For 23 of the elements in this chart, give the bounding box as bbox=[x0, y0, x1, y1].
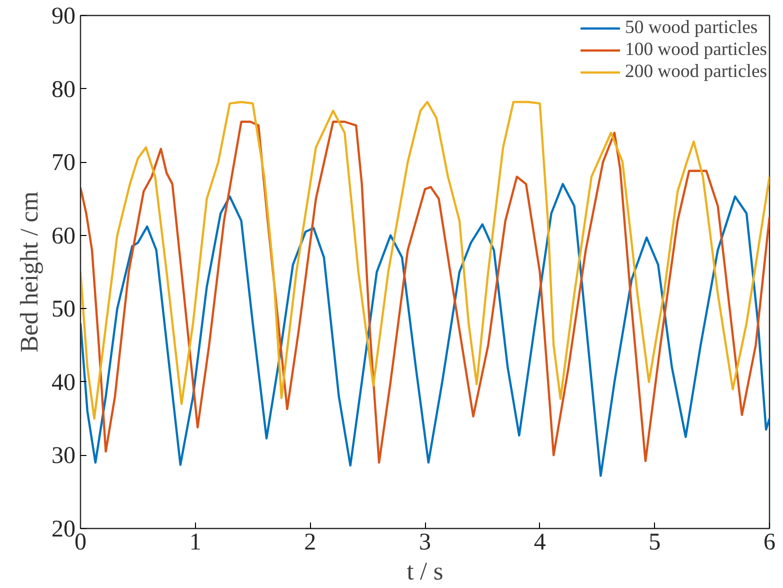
legend-label: 100 wood particles bbox=[625, 39, 767, 61]
y-tick-label: 60 bbox=[52, 223, 76, 250]
y-tick-label: 20 bbox=[52, 516, 76, 542]
x-tick-label: 0 bbox=[74, 530, 86, 556]
legend-label: 200 wood particles bbox=[625, 61, 767, 83]
line-series bbox=[80, 182, 770, 477]
y-tick-label: 80 bbox=[52, 76, 76, 103]
y-tick-label: 40 bbox=[52, 370, 76, 396]
x-tick-label: 4 bbox=[534, 530, 546, 556]
x-tick-label: 2 bbox=[304, 530, 316, 556]
y-axis-title: Bed height / cm bbox=[16, 191, 44, 353]
y-tick-label: 70 bbox=[52, 150, 76, 176]
y-tick-label: 90 bbox=[52, 4, 76, 30]
legend-label: 50 wood particles bbox=[625, 17, 758, 39]
x-axis-title: t / s bbox=[406, 558, 444, 586]
line-series bbox=[80, 120, 770, 464]
x-tick-label: 5 bbox=[648, 530, 661, 556]
y-tick-label: 30 bbox=[52, 443, 76, 470]
line-series bbox=[80, 100, 770, 420]
x-tick-label: 3 bbox=[419, 530, 431, 556]
x-tick-label: 1 bbox=[189, 530, 202, 556]
x-tick-label: 6 bbox=[764, 530, 776, 556]
y-tick-label: 50 bbox=[52, 296, 76, 323]
